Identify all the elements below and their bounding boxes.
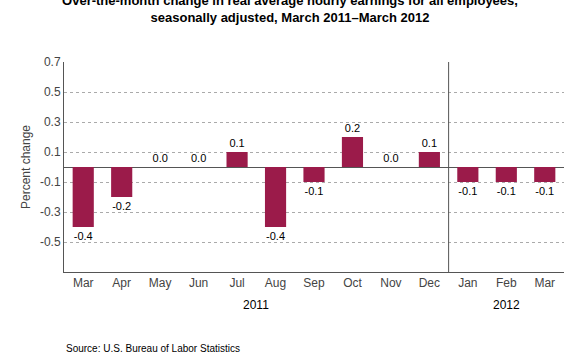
svg-text:Apr: Apr (112, 276, 131, 290)
svg-text:0.5: 0.5 (44, 85, 61, 99)
svg-text:0.0: 0.0 (191, 152, 206, 164)
svg-text:Jan: Jan (458, 276, 477, 290)
svg-text:Jun: Jun (189, 276, 208, 290)
svg-text:2012: 2012 (493, 298, 520, 312)
svg-text:Dec: Dec (419, 276, 440, 290)
svg-text:Sep: Sep (303, 276, 325, 290)
svg-text:0.1: 0.1 (422, 137, 437, 149)
svg-text:-0.5: -0.5 (40, 235, 61, 249)
svg-text:0.0: 0.0 (383, 152, 398, 164)
svg-text:0.0: 0.0 (153, 152, 168, 164)
svg-text:Oct: Oct (343, 276, 362, 290)
svg-text:Jul: Jul (229, 276, 244, 290)
svg-text:0.3: 0.3 (44, 115, 61, 129)
svg-text:Percent change: Percent change (19, 125, 33, 209)
svg-text:-0.1: -0.1 (497, 185, 516, 197)
svg-text:Over-the-month change in real: Over-the-month change in real average ho… (62, 0, 518, 25)
svg-text:0.1: 0.1 (229, 137, 244, 149)
svg-text:-0.4: -0.4 (74, 230, 93, 242)
svg-text:-0.1: -0.1 (305, 185, 324, 197)
svg-text:-0.1: -0.1 (40, 175, 61, 189)
svg-text:Source: U.S. Bureau of Labor S: Source: U.S. Bureau of Labor Statistics (66, 343, 240, 354)
svg-text:0.1: 0.1 (44, 145, 61, 159)
svg-text:Feb: Feb (496, 276, 517, 290)
svg-text:Mar: Mar (534, 276, 555, 290)
svg-text:-0.4: -0.4 (266, 230, 285, 242)
svg-text:0.7: 0.7 (44, 55, 61, 69)
svg-text:Nov: Nov (380, 276, 401, 290)
svg-text:-0.3: -0.3 (40, 205, 61, 219)
svg-text:-0.1: -0.1 (458, 185, 477, 197)
svg-text:-0.2: -0.2 (112, 200, 131, 212)
svg-text:Mar: Mar (73, 276, 94, 290)
svg-text:-0.1: -0.1 (535, 185, 554, 197)
svg-text:May: May (149, 276, 172, 290)
svg-text:2011: 2011 (243, 298, 269, 312)
svg-text:0.2: 0.2 (345, 122, 360, 134)
svg-text:Aug: Aug (265, 276, 286, 290)
